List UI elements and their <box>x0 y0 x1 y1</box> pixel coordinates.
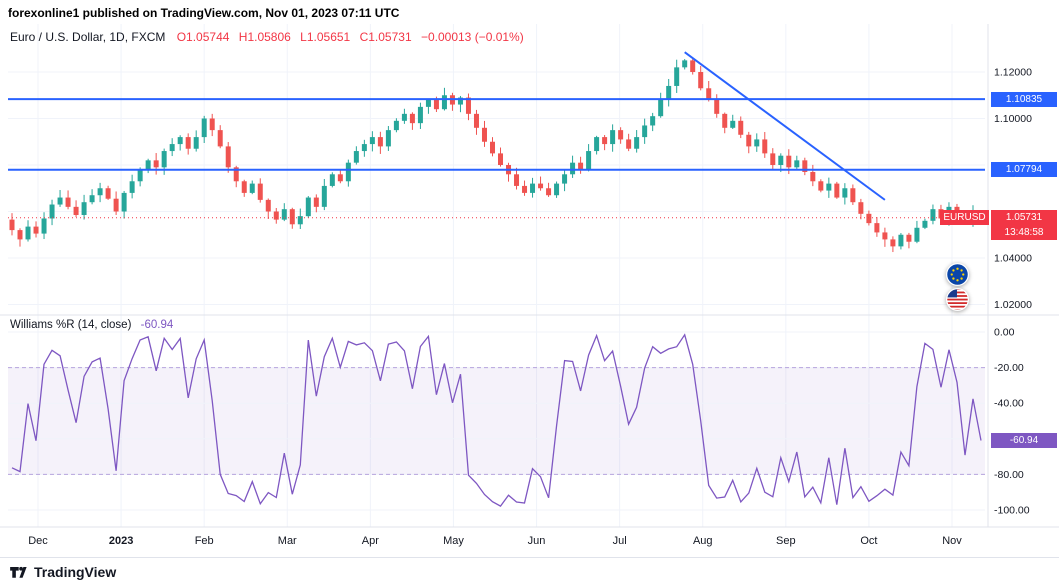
indicator-title[interactable]: Williams %R (14, close) <box>10 319 132 331</box>
svg-text:Apr: Apr <box>362 535 379 547</box>
svg-text:Nov: Nov <box>942 535 962 547</box>
svg-text:-40.00: -40.00 <box>994 398 1024 410</box>
tradingview-footer-link[interactable]: TradingView <box>0 557 1059 585</box>
svg-text:Feb: Feb <box>195 535 214 547</box>
svg-text:1.12000: 1.12000 <box>994 67 1032 79</box>
svg-text:-80.00: -80.00 <box>994 469 1024 481</box>
svg-text:Jun: Jun <box>528 535 546 547</box>
last-price-badge: 1.05731 <box>991 210 1057 225</box>
ohlc-open: O1.05744 <box>176 30 230 44</box>
svg-text:-20.00: -20.00 <box>994 362 1024 374</box>
bar-countdown-badge: 13:48:58 <box>991 225 1057 240</box>
indicator-value: -60.94 <box>140 319 174 331</box>
tradingview-logo-icon <box>10 566 27 578</box>
level-label-upper: 1.10835 <box>991 92 1057 107</box>
svg-text:Oct: Oct <box>860 535 877 547</box>
indicator-header: Williams %R (14, close) -60.94 <box>10 319 173 331</box>
svg-text:Mar: Mar <box>278 535 297 547</box>
symbol-header: Euro / U.S. Dollar, 1D, FXCM O1.05744 H1… <box>10 30 530 44</box>
eur-flag-icon <box>946 263 969 286</box>
svg-text:Sep: Sep <box>776 535 796 547</box>
svg-text:1.10000: 1.10000 <box>994 113 1032 125</box>
svg-text:2023: 2023 <box>109 535 133 547</box>
attribution-text: forexonline1 published on TradingView.co… <box>8 6 400 20</box>
last-symbol-badge: EURUSD <box>940 210 989 225</box>
usd-flag-icon <box>946 288 969 311</box>
svg-text:Jul: Jul <box>613 535 627 547</box>
ohlc-close: C1.05731 <box>359 30 412 44</box>
level-label-lower: 1.07794 <box>991 162 1057 177</box>
svg-text:1.02000: 1.02000 <box>994 299 1032 311</box>
price-change: −0.00013 (−0.01%) <box>420 30 524 44</box>
svg-text:Dec: Dec <box>28 535 48 547</box>
svg-text:1.04000: 1.04000 <box>994 253 1032 265</box>
symbol-title[interactable]: Euro / U.S. Dollar, 1D, FXCM <box>10 30 166 44</box>
ohlc-high: H1.05806 <box>238 30 291 44</box>
williams-value-badge: -60.94 <box>991 433 1057 448</box>
svg-text:0.00: 0.00 <box>994 327 1015 339</box>
ohlc-low: L1.05651 <box>300 30 351 44</box>
svg-text:May: May <box>443 535 464 547</box>
tradingview-brand-text: TradingView <box>34 563 117 580</box>
symbol-flags <box>946 263 970 313</box>
svg-text:Aug: Aug <box>693 535 713 547</box>
svg-text:-100.00: -100.00 <box>994 505 1030 517</box>
chart-canvas[interactable]: Dec 2023 Feb Mar Apr May Jun Jul Aug Sep Oct Nov 1.1… <box>0 0 1059 557</box>
